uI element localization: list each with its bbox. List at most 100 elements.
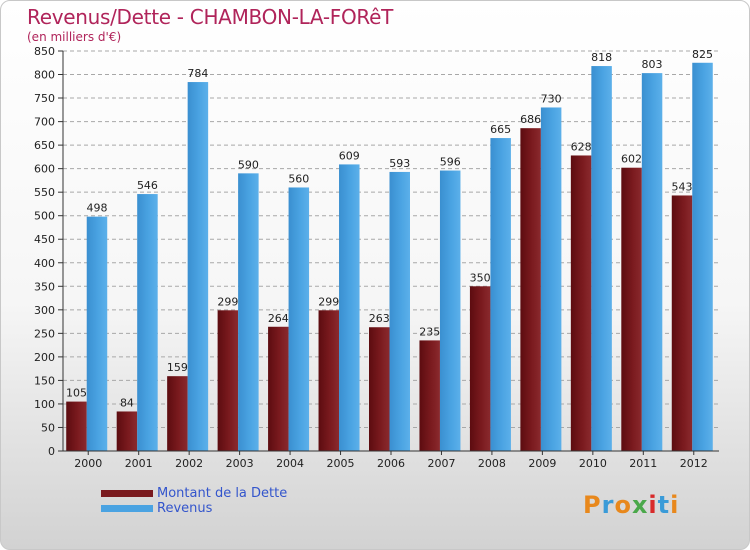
bar-dette	[217, 310, 239, 451]
y-tick-label: 100	[34, 398, 55, 411]
bar-revenus	[389, 171, 410, 452]
x-axis: 2000 2001 2002 2003 2004 2005 2006 2007 2008 2009…	[63, 450, 719, 470]
bar-revenus	[288, 187, 310, 451]
y-tick-label: 50	[41, 421, 55, 434]
bar-dette	[167, 376, 188, 451]
chart-subtitle: (en milliers d'€)	[27, 30, 122, 44]
x-tick-label: 2000	[74, 457, 102, 470]
bar-dette	[318, 310, 340, 451]
x-tick-label: 2001	[125, 457, 153, 470]
logo-letter: P	[583, 491, 602, 519]
bar-dette	[268, 326, 289, 451]
legend-label-revenus: Revenus	[157, 501, 213, 516]
bar-revenus	[490, 138, 511, 451]
bar-dette	[520, 128, 541, 452]
data-label: 350	[470, 271, 491, 284]
bar-revenus	[591, 66, 612, 451]
x-tick-label: 2006	[377, 457, 405, 470]
y-tick-label: 350	[34, 280, 55, 293]
chart-title: Revenus/Dette - CHAMBON-LA-FORêT	[27, 5, 394, 29]
bar-dette	[66, 401, 87, 451]
data-label: 159	[167, 361, 188, 374]
y-tick-label: 500	[34, 210, 55, 223]
data-label: 628	[571, 140, 592, 153]
data-label: 235	[419, 325, 440, 338]
bar-dette	[621, 167, 642, 452]
bar-revenus	[641, 73, 663, 451]
legend-swatch-dette	[101, 490, 153, 497]
y-tick-label: 650	[34, 139, 55, 152]
y-tick-label: 150	[34, 374, 55, 387]
x-tick-label: 2005	[327, 457, 355, 470]
data-label: 546	[137, 179, 158, 192]
y-tick-label: 0	[48, 445, 55, 458]
legend-label-dette: Montant de la Dette	[157, 486, 288, 501]
bar-revenus	[439, 170, 461, 451]
x-tick-label: 2009	[528, 457, 556, 470]
logo-letter: o	[614, 491, 632, 519]
bar-revenus	[339, 164, 360, 452]
bar-revenus	[238, 173, 259, 451]
data-label: 498	[86, 202, 107, 215]
data-label: 825	[692, 48, 713, 61]
logo-letter: x	[631, 491, 649, 519]
data-label: 84	[120, 396, 134, 409]
y-tick-label: 550	[34, 186, 55, 199]
y-axis: 0 50 100 150 200 250 300 350 400 450 500 550 600 650 7…	[34, 45, 64, 458]
data-label: 264	[268, 312, 289, 325]
data-label: 784	[187, 67, 208, 80]
bars	[66, 62, 713, 452]
bar-dette	[369, 327, 390, 451]
data-label: 263	[369, 312, 390, 325]
bar-dette	[570, 155, 592, 451]
x-tick-label: 2003	[226, 457, 254, 470]
data-label: 560	[288, 172, 309, 185]
logo-letter: r	[601, 491, 615, 519]
data-label: 609	[339, 149, 360, 162]
data-label: 803	[642, 58, 663, 71]
data-labels: 105 498 84 546 159 784 299 590 264 560 299 609 263 59…	[66, 48, 713, 410]
logo-letter: i	[648, 491, 658, 519]
y-tick-label: 850	[34, 45, 55, 58]
y-tick-label: 600	[34, 163, 55, 176]
data-label: 543	[672, 180, 693, 193]
x-tick-label: 2007	[427, 457, 455, 470]
y-tick-label: 450	[34, 233, 55, 246]
y-tick-label: 700	[34, 116, 55, 129]
y-tick-label: 400	[34, 257, 55, 270]
data-label: 686	[520, 113, 541, 126]
data-label: 602	[621, 153, 642, 166]
bar-revenus	[692, 62, 713, 451]
bar-revenus	[540, 107, 562, 452]
bar-revenus	[137, 194, 158, 451]
logo-letter: i	[670, 491, 680, 519]
y-tick-label: 800	[34, 69, 55, 82]
data-label: 299	[217, 295, 238, 308]
bar-dette	[671, 195, 693, 451]
legend-swatch-revenus	[101, 505, 153, 512]
data-label: 665	[490, 123, 511, 136]
y-tick-label: 250	[34, 327, 55, 340]
y-tick-label: 200	[34, 351, 55, 364]
x-tick-label: 2002	[175, 457, 203, 470]
logo-letter: t	[657, 491, 671, 519]
data-label: 299	[318, 295, 339, 308]
x-tick-label: 2004	[276, 457, 304, 470]
bar-dette	[419, 340, 440, 451]
bar-revenus	[187, 82, 209, 451]
data-label: 593	[389, 157, 410, 170]
data-label: 596	[440, 156, 461, 169]
data-label: 730	[541, 92, 562, 105]
y-tick-label: 300	[34, 304, 55, 317]
bar-dette	[469, 286, 491, 451]
bar-revenus	[86, 216, 108, 451]
data-label: 105	[66, 387, 87, 400]
x-tick-label: 2010	[579, 457, 607, 470]
bar-dette	[116, 411, 138, 451]
proxiti-logo: Proxiti	[583, 491, 679, 519]
data-label: 590	[238, 158, 259, 171]
x-tick-label: 2011	[629, 457, 657, 470]
x-tick-label: 2008	[478, 457, 506, 470]
